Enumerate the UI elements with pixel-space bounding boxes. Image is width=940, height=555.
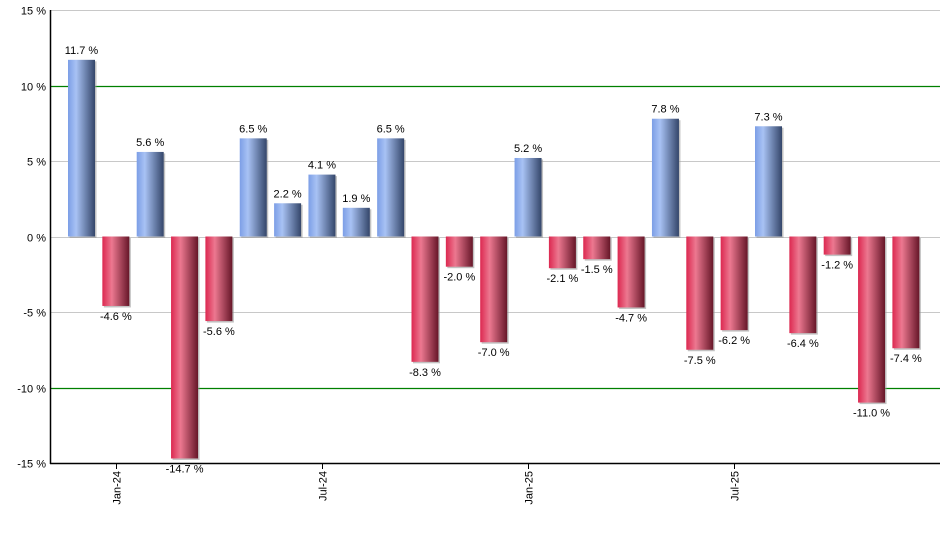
bar xyxy=(651,118,679,237)
data-label: -1.5 % xyxy=(581,264,613,276)
bar xyxy=(892,236,920,349)
bar xyxy=(720,236,748,331)
data-label: 11.7 % xyxy=(65,45,99,57)
data-label: 5.6 % xyxy=(136,137,164,149)
bar xyxy=(480,236,508,343)
data-label: -4.6 % xyxy=(100,311,132,323)
data-label: 2.2 % xyxy=(274,188,302,200)
bar xyxy=(377,138,405,237)
x-tick-label: Jul-25 xyxy=(730,471,742,501)
bar xyxy=(102,236,130,306)
data-label: 1.9 % xyxy=(342,193,370,205)
x-tick-label: Jul-24 xyxy=(318,471,330,501)
data-label: -14.7 % xyxy=(166,463,204,475)
y-tick-label: 5 % xyxy=(27,157,46,169)
data-label: 7.8 % xyxy=(651,104,679,116)
x-tick-label: Jan-25 xyxy=(524,471,536,505)
y-tick-label: 0 % xyxy=(27,233,46,245)
data-label: -2.1 % xyxy=(547,273,579,285)
data-label: 6.5 % xyxy=(239,123,267,135)
data-label: -7.5 % xyxy=(684,355,716,367)
bar xyxy=(755,126,782,237)
x-tick-label: Jan-24 xyxy=(112,471,124,505)
y-tick-label: -5 % xyxy=(23,308,46,320)
y-tick-label: 10 % xyxy=(21,82,46,94)
bar xyxy=(136,151,164,237)
y-tick-label: -15 % xyxy=(17,459,46,471)
data-label: -8.3 % xyxy=(409,367,441,379)
bar xyxy=(308,174,336,237)
bar xyxy=(583,236,611,260)
data-label: 7.3 % xyxy=(754,111,782,123)
data-label: -7.0 % xyxy=(478,347,510,359)
bar xyxy=(171,236,199,459)
bar xyxy=(274,203,302,237)
bar xyxy=(68,59,95,237)
bar xyxy=(617,236,645,308)
data-label: -6.4 % xyxy=(787,338,819,350)
data-label: 6.5 % xyxy=(377,123,405,135)
bar xyxy=(789,236,817,334)
data-label: -11.0 % xyxy=(853,408,890,420)
bar xyxy=(514,157,542,237)
bar xyxy=(239,138,267,237)
data-label: 4.1 % xyxy=(308,160,336,172)
bar xyxy=(686,236,714,350)
data-label: -6.2 % xyxy=(718,335,750,347)
bar xyxy=(548,236,576,269)
data-label: -1.2 % xyxy=(821,260,853,272)
bar xyxy=(205,236,233,322)
data-label: -7.4 % xyxy=(890,353,922,365)
y-tick-label: 15 % xyxy=(21,6,46,18)
data-label: 5.2 % xyxy=(514,143,542,155)
bar xyxy=(823,236,851,255)
data-label: -2.0 % xyxy=(443,272,475,284)
bar xyxy=(858,236,886,403)
bar xyxy=(445,236,473,267)
bar xyxy=(411,236,439,362)
data-label: -5.6 % xyxy=(203,326,235,338)
bar xyxy=(342,207,370,237)
y-tick-label: -10 % xyxy=(17,384,46,396)
data-label: -4.7 % xyxy=(615,312,647,324)
